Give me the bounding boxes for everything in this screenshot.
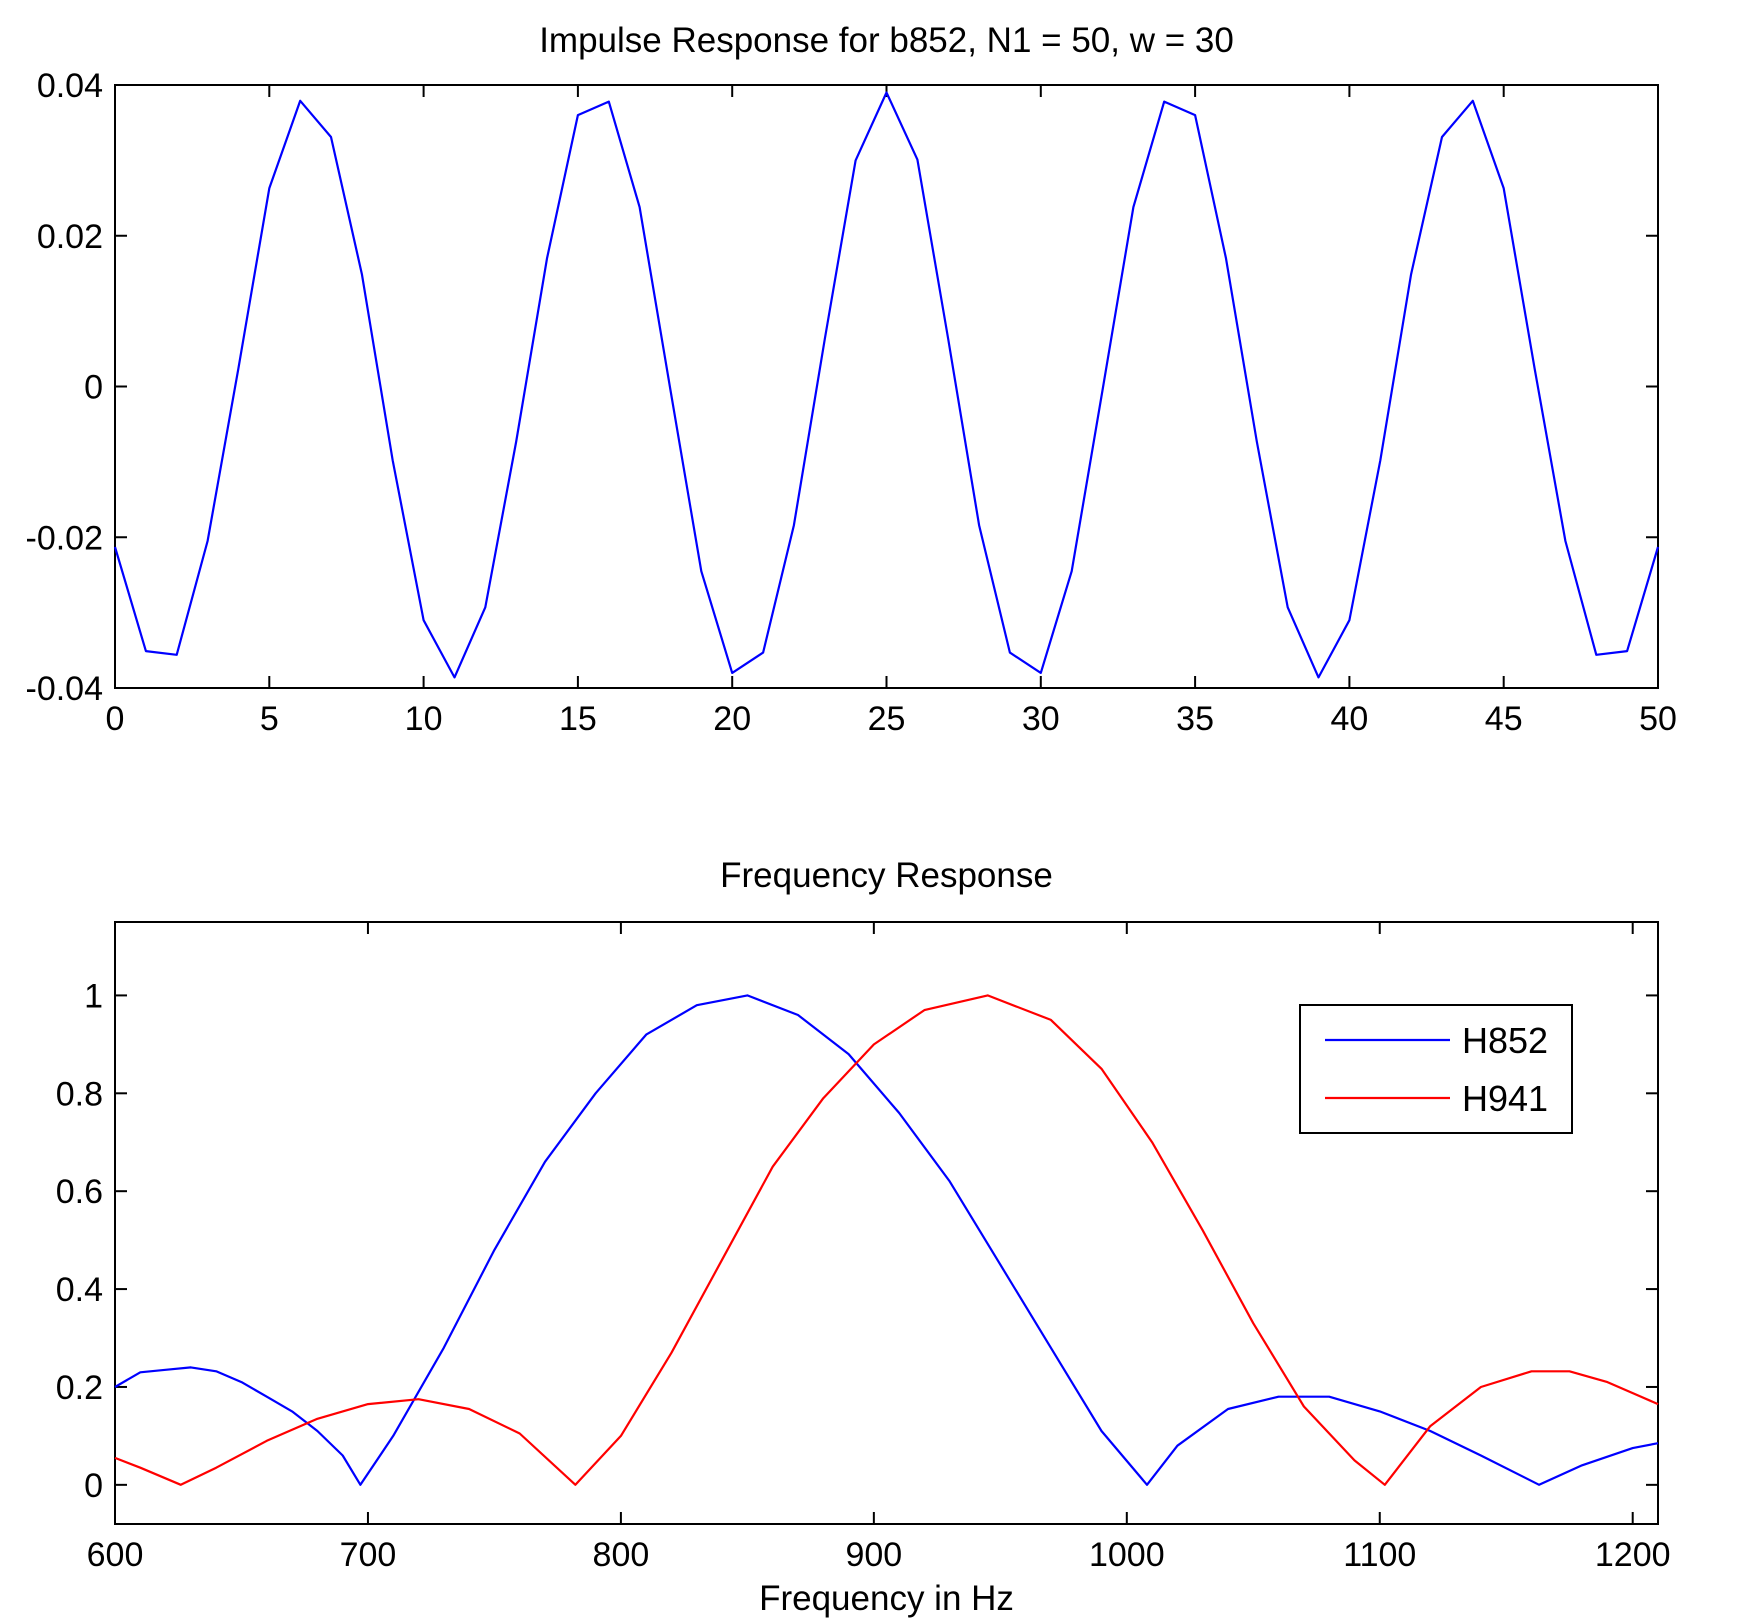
x-axis-label: Frequency in Hz [759, 1579, 1014, 1618]
x-tick-label: 5 [260, 700, 279, 738]
series-line-h941 [114, 994, 1659, 1486]
x-tick-label: 30 [1022, 700, 1060, 738]
series-line-1 [113, 91, 1660, 679]
x-tick-label: 1000 [1089, 1536, 1165, 1574]
x-tick-label: 600 [87, 1536, 144, 1574]
x-tick-label: 900 [845, 1536, 902, 1574]
legend-box [1299, 1004, 1573, 1134]
axes-box [114, 84, 1659, 689]
y-tick-label: 1 [84, 977, 103, 1015]
chart-title: Frequency Response [720, 856, 1053, 895]
x-tick-label: 40 [1330, 700, 1368, 738]
y-tick-label: -0.04 [26, 670, 104, 708]
x-tick-label: 50 [1639, 700, 1677, 738]
subplot-2: 600 700 800 900 1000 1100 1200 0 0.2 0.4 0.6 0.8 1 Fr… [56, 856, 1671, 1618]
x-tick-label: 800 [593, 1536, 650, 1574]
y-tick-label: 0.8 [56, 1075, 103, 1113]
legend: H852 H941 [1299, 1004, 1573, 1134]
chart-title: Impulse Response for b852, N1 = 50, w = … [539, 21, 1234, 60]
axes-box [114, 921, 1659, 1525]
x-tick-label: 20 [713, 700, 751, 738]
legend-label-h941: H941 [1462, 1078, 1548, 1119]
y-tick-label: 0 [84, 369, 103, 407]
y-tick-label: 0.2 [56, 1369, 103, 1407]
x-tick-label: 700 [340, 1536, 397, 1574]
legend-label-h852: H852 [1462, 1020, 1548, 1061]
series-line-h852 [114, 994, 1659, 1486]
x-tick-label: 45 [1485, 700, 1523, 738]
y-tick-label: 0.02 [37, 218, 103, 256]
y-tick-label: -0.02 [26, 519, 104, 557]
subplot-1: 0 5 10 15 20 25 30 35 40 45 50 -0.04 -0.02 0 0.02 0.04 I… [26, 21, 1677, 738]
x-tick-label: 15 [559, 700, 597, 738]
x-tick-label: 0 [106, 700, 125, 738]
y-tick-label: 0.6 [56, 1173, 103, 1211]
y-tick-label: 0.04 [37, 67, 103, 105]
x-tick-label: 1200 [1595, 1536, 1671, 1574]
x-tick-label: 25 [868, 700, 906, 738]
x-tick-label: 10 [405, 700, 443, 738]
x-tick-label: 35 [1176, 700, 1214, 738]
y-tick-label: 0.4 [56, 1271, 103, 1309]
y-tick-label: 0 [84, 1467, 103, 1505]
x-tick-label: 1100 [1343, 1536, 1416, 1574]
